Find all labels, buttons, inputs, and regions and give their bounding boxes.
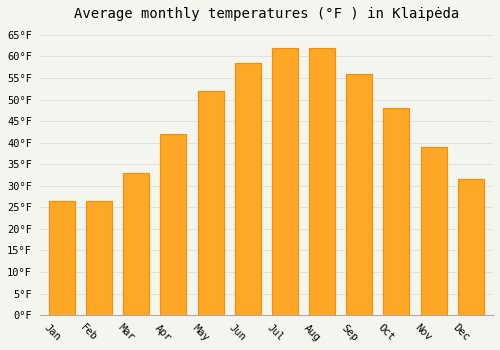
Bar: [384, 108, 409, 315]
Bar: [272, 48, 298, 315]
Title: Average monthly temperatures (°F ) in Klaipėda: Average monthly temperatures (°F ) in Kl…: [74, 7, 459, 21]
Bar: [198, 91, 224, 315]
Bar: [86, 201, 112, 315]
Bar: [160, 134, 186, 315]
Bar: [420, 147, 446, 315]
Bar: [458, 179, 484, 315]
Bar: [123, 173, 149, 315]
Bar: [49, 201, 75, 315]
Bar: [309, 48, 335, 315]
Bar: [346, 74, 372, 315]
Bar: [234, 63, 260, 315]
